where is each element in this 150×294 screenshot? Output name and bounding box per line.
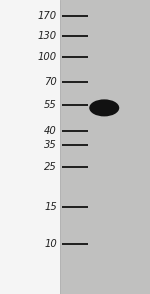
Text: 35: 35 xyxy=(44,140,57,150)
Bar xyxy=(60,0,150,294)
Ellipse shape xyxy=(89,99,119,116)
Text: 100: 100 xyxy=(38,52,57,62)
Text: 25: 25 xyxy=(44,162,57,172)
Text: 70: 70 xyxy=(44,77,57,87)
Text: 130: 130 xyxy=(38,31,57,41)
Text: 55: 55 xyxy=(44,100,57,110)
Text: 40: 40 xyxy=(44,126,57,136)
Text: 15: 15 xyxy=(44,201,57,211)
Text: 170: 170 xyxy=(38,11,57,21)
Text: 10: 10 xyxy=(44,239,57,249)
